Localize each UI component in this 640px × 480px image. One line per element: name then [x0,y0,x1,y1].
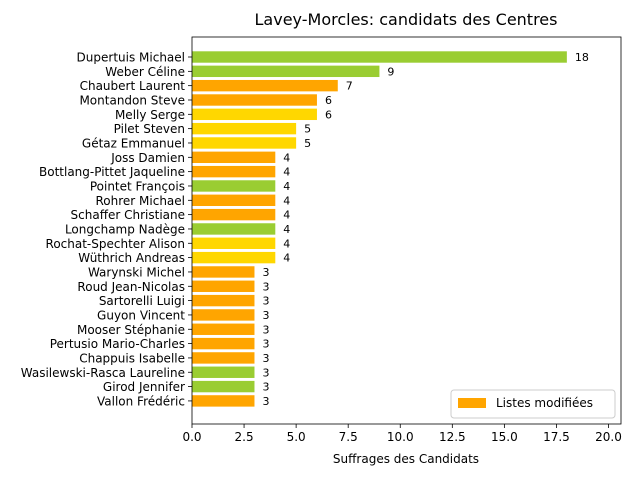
y-tick-label: Guyon Vincent [97,308,185,322]
bar [192,266,255,278]
bar-value-label: 3 [262,295,269,308]
bar-value-label: 4 [283,180,290,193]
x-tick-label: 10.0 [387,430,414,444]
legend-swatch [458,398,486,408]
bar [192,223,276,235]
bar-value-label: 4 [283,223,290,236]
y-tick-label: Dupertuis Michael [77,51,185,65]
plot-frame [191,36,622,425]
bar-value-label: 3 [262,280,269,293]
bar [192,94,317,106]
x-tick-label: 20.0 [595,430,622,444]
y-tick-label: Schaffer Christiane [71,208,185,222]
x-tick-label: 0.0 [182,430,201,444]
x-tick-label: 12.5 [439,430,466,444]
bar [192,366,255,378]
y-tick-label: Roud Jean-Nicolas [77,280,185,294]
y-tick-label: Bottlang-Pittet Jaqueline [39,165,185,179]
bar-value-label: 6 [325,108,332,121]
y-tick-label: Warynski Michel [88,265,185,279]
bar-value-label: 7 [346,80,353,93]
x-tick-label: 2.5 [235,430,254,444]
bar-value-label: 9 [387,65,394,78]
bar-value-label: 4 [283,151,290,164]
x-tick-label: 7.5 [339,430,358,444]
bar [192,309,255,321]
legend: Listes modifiées [450,389,616,419]
bar-value-label: 3 [262,395,269,408]
bar [192,395,255,407]
y-tick-label: Vallon Frédéric [97,394,185,408]
bar [192,251,276,264]
bar [192,137,297,149]
chart-title: Lavey-Morcles: candidats des Centres [255,10,558,29]
bar [192,337,255,350]
bar-value-label: 3 [262,309,269,322]
bar-value-label: 4 [283,166,290,179]
bar [192,380,255,393]
y-tick-label: Pertusio Mario-Charles [50,337,185,351]
bar-value-label: 4 [283,237,290,250]
bar [192,323,255,335]
bar [192,237,276,249]
y-tick-label: Rohrer Michael [95,194,185,208]
bar [192,280,255,292]
x-tick-label: 5.0 [287,430,306,444]
y-tick-label: Pointet François [90,179,185,193]
y-tick-label: Wasilewski-Rasca Laureline [21,366,185,380]
bar-value-label: 3 [262,366,269,379]
bar-value-label: 3 [262,323,269,336]
bar [192,165,276,178]
y-tick-label: Gétaz Emmanuel [82,136,185,150]
bar [192,180,276,192]
bar [192,294,255,307]
bar-value-label: 3 [262,338,269,351]
x-axis-label: Suffrages des Candidats [333,452,479,466]
bar [192,65,380,78]
bar [192,108,317,121]
bar [192,51,567,63]
y-tick-label: Sartorelli Luigi [99,294,185,308]
y-tick-label: Rochat-Spechter Alison [46,237,185,251]
y-tick-label: Melly Serge [115,108,185,122]
bar [192,151,276,164]
bar-value-label: 3 [262,352,269,365]
bar-value-label: 18 [575,51,589,64]
y-tick-label: Mooser Stéphanie [77,323,185,337]
y-tick-label: Longchamp Nadège [65,222,185,236]
bar [192,79,338,92]
y-tick-label: Girod Jennifer [103,380,185,394]
bar [192,122,297,135]
bar [192,352,255,364]
x-tick-label: 15.0 [491,430,518,444]
bar-value-label: 5 [304,137,311,150]
bar-value-label: 6 [325,94,332,107]
bar-value-label: 4 [283,194,290,207]
bar-value-label: 4 [283,209,290,222]
y-tick-label: Montandon Steve [79,93,185,107]
y-tick-label: Chappuis Isabelle [79,351,185,365]
x-tick-label: 17.5 [543,430,570,444]
bar [192,194,276,206]
y-tick-label: Pilet Steven [114,122,185,136]
legend-frame [450,389,616,419]
y-tick-label: Joss Damien [110,151,185,165]
y-tick-label: Weber Céline [105,65,185,79]
legend-label: Listes modifiées [496,396,593,410]
bar-value-label: 3 [262,381,269,394]
bar-value-label: 5 [304,123,311,136]
bar-value-label: 3 [262,266,269,279]
y-tick-label: Wüthrich Andreas [78,251,185,265]
bar-value-label: 4 [283,252,290,265]
y-tick-label: Chaubert Laurent [80,79,186,93]
bar [192,208,276,221]
